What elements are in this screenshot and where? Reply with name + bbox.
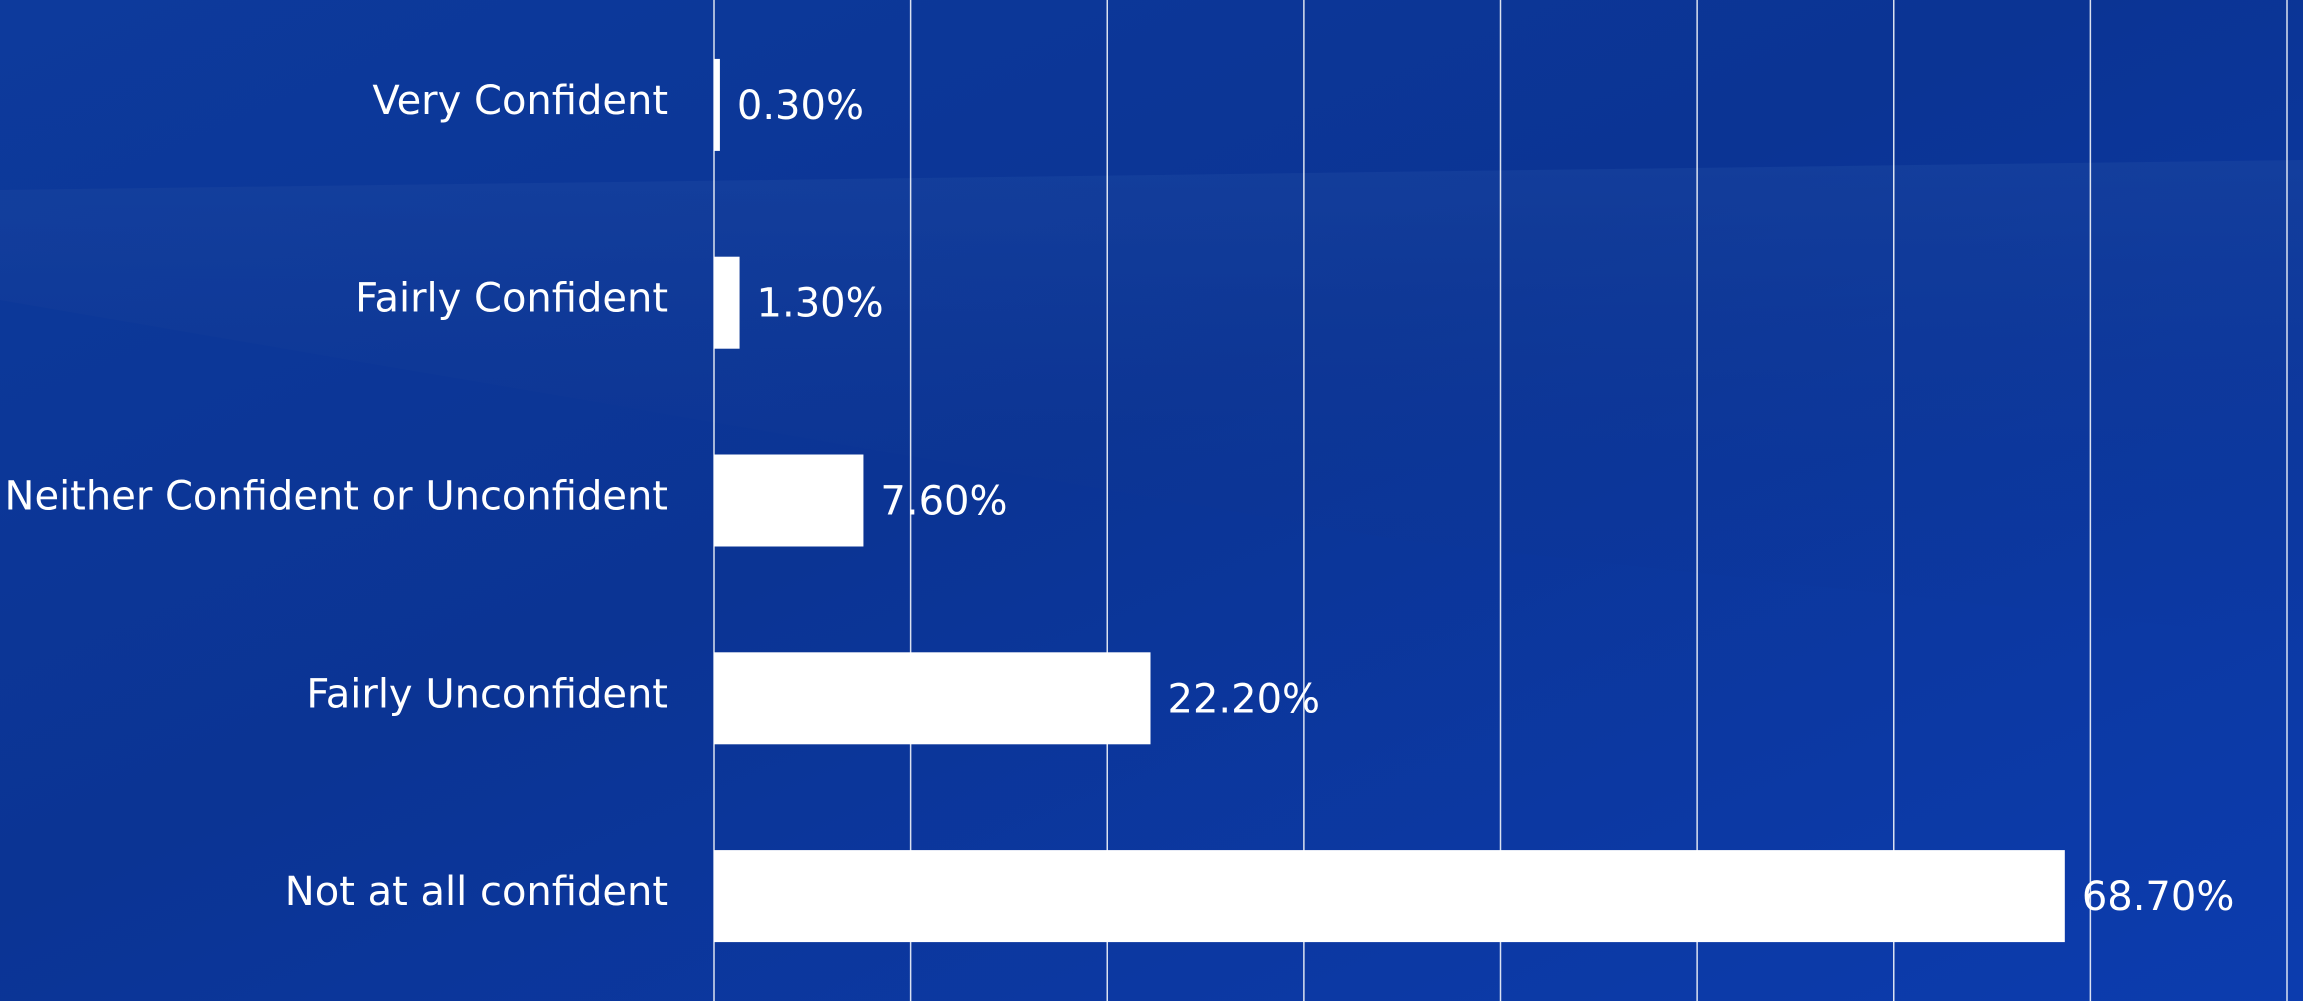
bar bbox=[714, 256, 740, 349]
y-tick-label: Fairly Confident bbox=[355, 276, 668, 322]
bar bbox=[714, 58, 720, 151]
bar bbox=[714, 652, 1151, 745]
data-label: 1.30% bbox=[757, 281, 884, 327]
data-label: 7.60% bbox=[880, 479, 1007, 525]
y-tick-label: Fairly Unconfident bbox=[306, 671, 668, 717]
y-tick-label: Very Confident bbox=[372, 78, 668, 124]
data-label: 0.30% bbox=[737, 83, 864, 129]
bar bbox=[714, 454, 864, 547]
y-tick-label: Neither Confident or Unconfident bbox=[5, 474, 668, 520]
data-label: 68.70% bbox=[2082, 874, 2235, 920]
bar bbox=[714, 850, 2065, 943]
background-field bbox=[0, 160, 2303, 640]
y-tick-label: Not at all confident bbox=[285, 869, 668, 915]
data-label: 22.20% bbox=[1168, 676, 1321, 722]
